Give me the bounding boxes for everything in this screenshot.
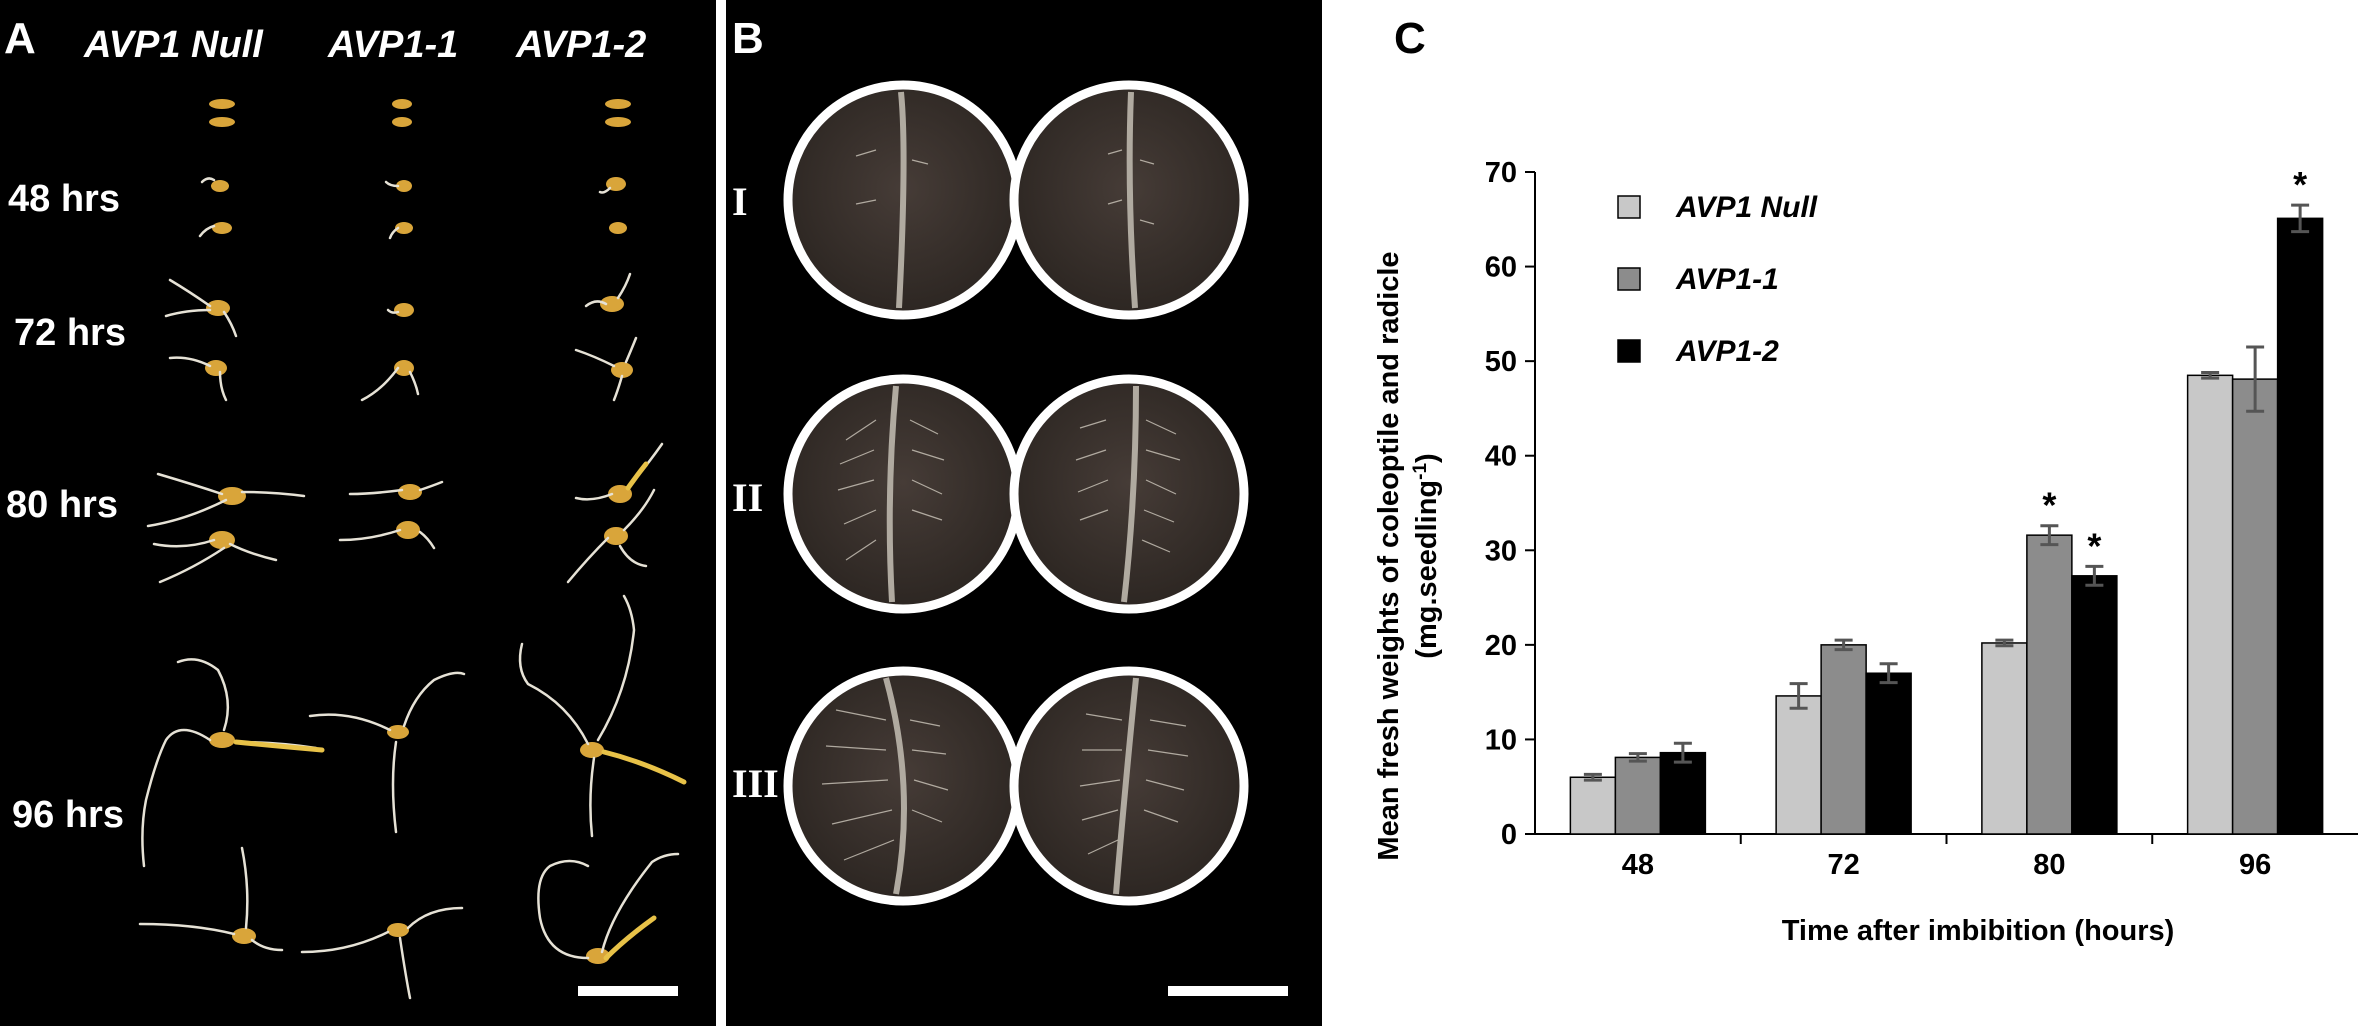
column-header-avp1-1: AVP1-1 — [328, 24, 459, 66]
panel-a-seedling-photos: A AVP1 Null AVP1-1 AVP1-2 48 hrs 72 hrs … — [0, 0, 716, 1026]
panel-a-letter: A — [4, 14, 36, 63]
row-label-72-hrs: 72 hrs — [14, 312, 126, 354]
panel-b-letter: B — [732, 14, 764, 63]
root-hair-circles — [783, 80, 1249, 906]
panel-c-letter: C — [1394, 14, 1426, 63]
seedling-illustrations — [138, 99, 687, 1000]
row-label-96-hrs: 96 hrs — [12, 794, 124, 836]
row-label-80-hrs: 80 hrs — [6, 484, 118, 526]
row-label-48-hrs: 48 hrs — [8, 178, 120, 220]
panel-b-scale-bar — [1168, 986, 1288, 996]
column-header-avp1-null: AVP1 Null — [84, 24, 263, 66]
column-header-avp1-2: AVP1-2 — [516, 24, 647, 66]
panel-a-scale-bar — [578, 986, 678, 996]
row-label-iii: III — [732, 761, 779, 806]
row-label-i: I — [732, 179, 748, 224]
panel-c-chart-panel: C — [1330, 0, 2361, 1026]
row-label-ii: II — [732, 475, 764, 520]
panel-b-root-hair-photos: B I II III — [726, 0, 1322, 1026]
